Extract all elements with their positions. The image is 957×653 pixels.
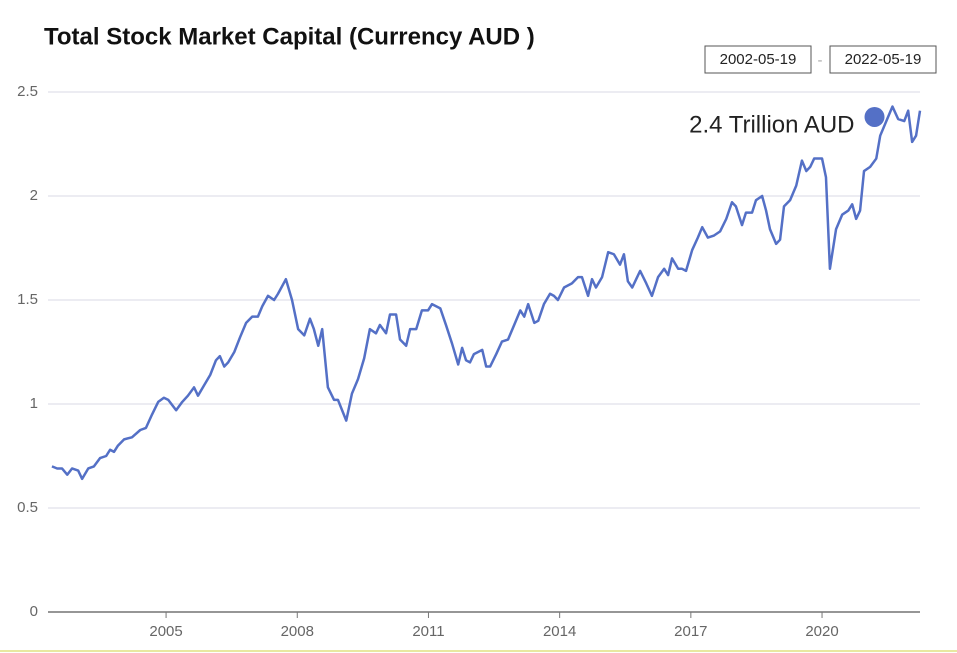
y-tick-label: 2	[30, 187, 38, 204]
line	[51, 105, 922, 481]
annotation-marker	[864, 106, 885, 127]
y-tick-label: 1	[30, 395, 38, 412]
x-tick-label: 2014	[543, 623, 576, 640]
y-tick-label: 1.5	[17, 291, 38, 308]
y-tick-label: 2.5	[17, 83, 38, 100]
x-tick-label: 2008	[281, 623, 314, 640]
x-tick-label: 2005	[149, 623, 182, 640]
date-separator: -	[818, 52, 823, 69]
x-tick-label: 2011	[412, 623, 444, 640]
annotation-label: 2.4 Trillion AUD	[689, 111, 854, 138]
start-date[interactable]: 2002-05-19	[720, 51, 797, 68]
end-date-box[interactable]	[829, 45, 937, 74]
y-tick-label: 0.5	[17, 499, 38, 516]
x-tick-label: 2020	[805, 623, 838, 640]
chart-title: Total Stock Market Capital (Currency AUD…	[44, 23, 535, 50]
start-date-box[interactable]	[704, 45, 812, 74]
x-tick-label: 2017	[674, 623, 707, 640]
y-tick-label: 0	[30, 603, 38, 620]
end-date[interactable]: 2022-05-19	[845, 51, 922, 68]
